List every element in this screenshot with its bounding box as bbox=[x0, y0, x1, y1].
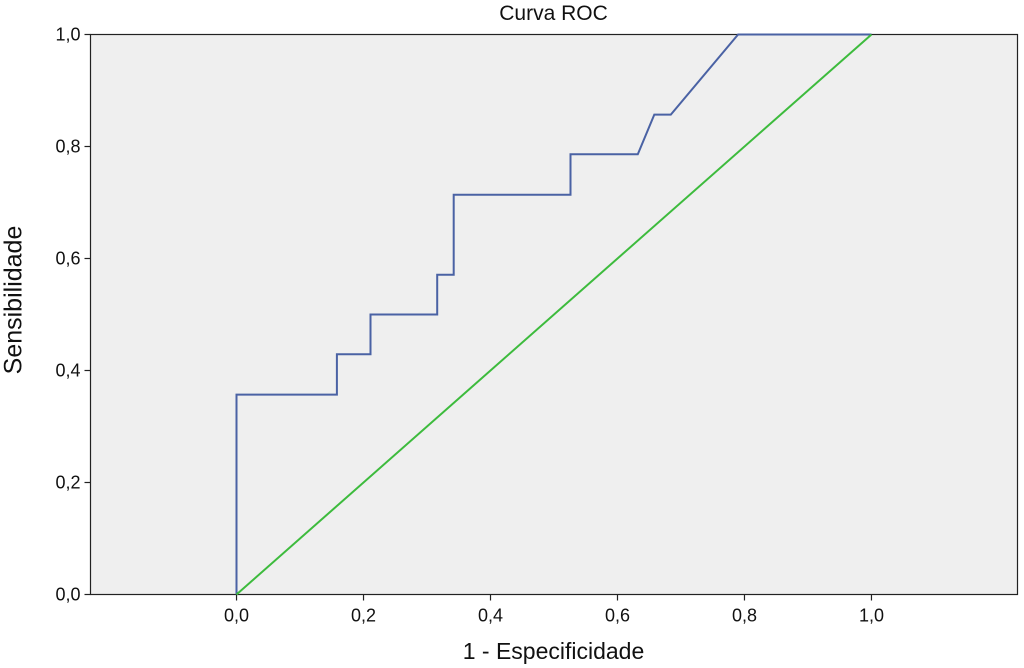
x-tick-label: 0,8 bbox=[732, 606, 757, 626]
roc-curve-line bbox=[235, 33, 872, 595]
y-tick-label: 0,6 bbox=[55, 249, 80, 269]
y-tick-label: 1,0 bbox=[55, 25, 80, 45]
y-tick-label: 0,4 bbox=[55, 361, 80, 381]
x-tick-label: 1,0 bbox=[859, 606, 884, 626]
x-tick-label: 0,6 bbox=[605, 606, 630, 626]
x-tick-label: 0,0 bbox=[224, 606, 249, 626]
y-tick-label: 0,2 bbox=[55, 473, 80, 493]
y-tick-label: 0,8 bbox=[55, 137, 80, 157]
x-axis-label: 1 - Especificidade bbox=[462, 638, 645, 664]
x-tick-label: 0,2 bbox=[351, 606, 376, 626]
reference-diagonal-line bbox=[235, 33, 873, 596]
x-tick-label: 0,4 bbox=[478, 606, 503, 626]
chart-title: Curva ROC bbox=[499, 2, 608, 25]
y-tick-label: 0,0 bbox=[55, 585, 80, 605]
